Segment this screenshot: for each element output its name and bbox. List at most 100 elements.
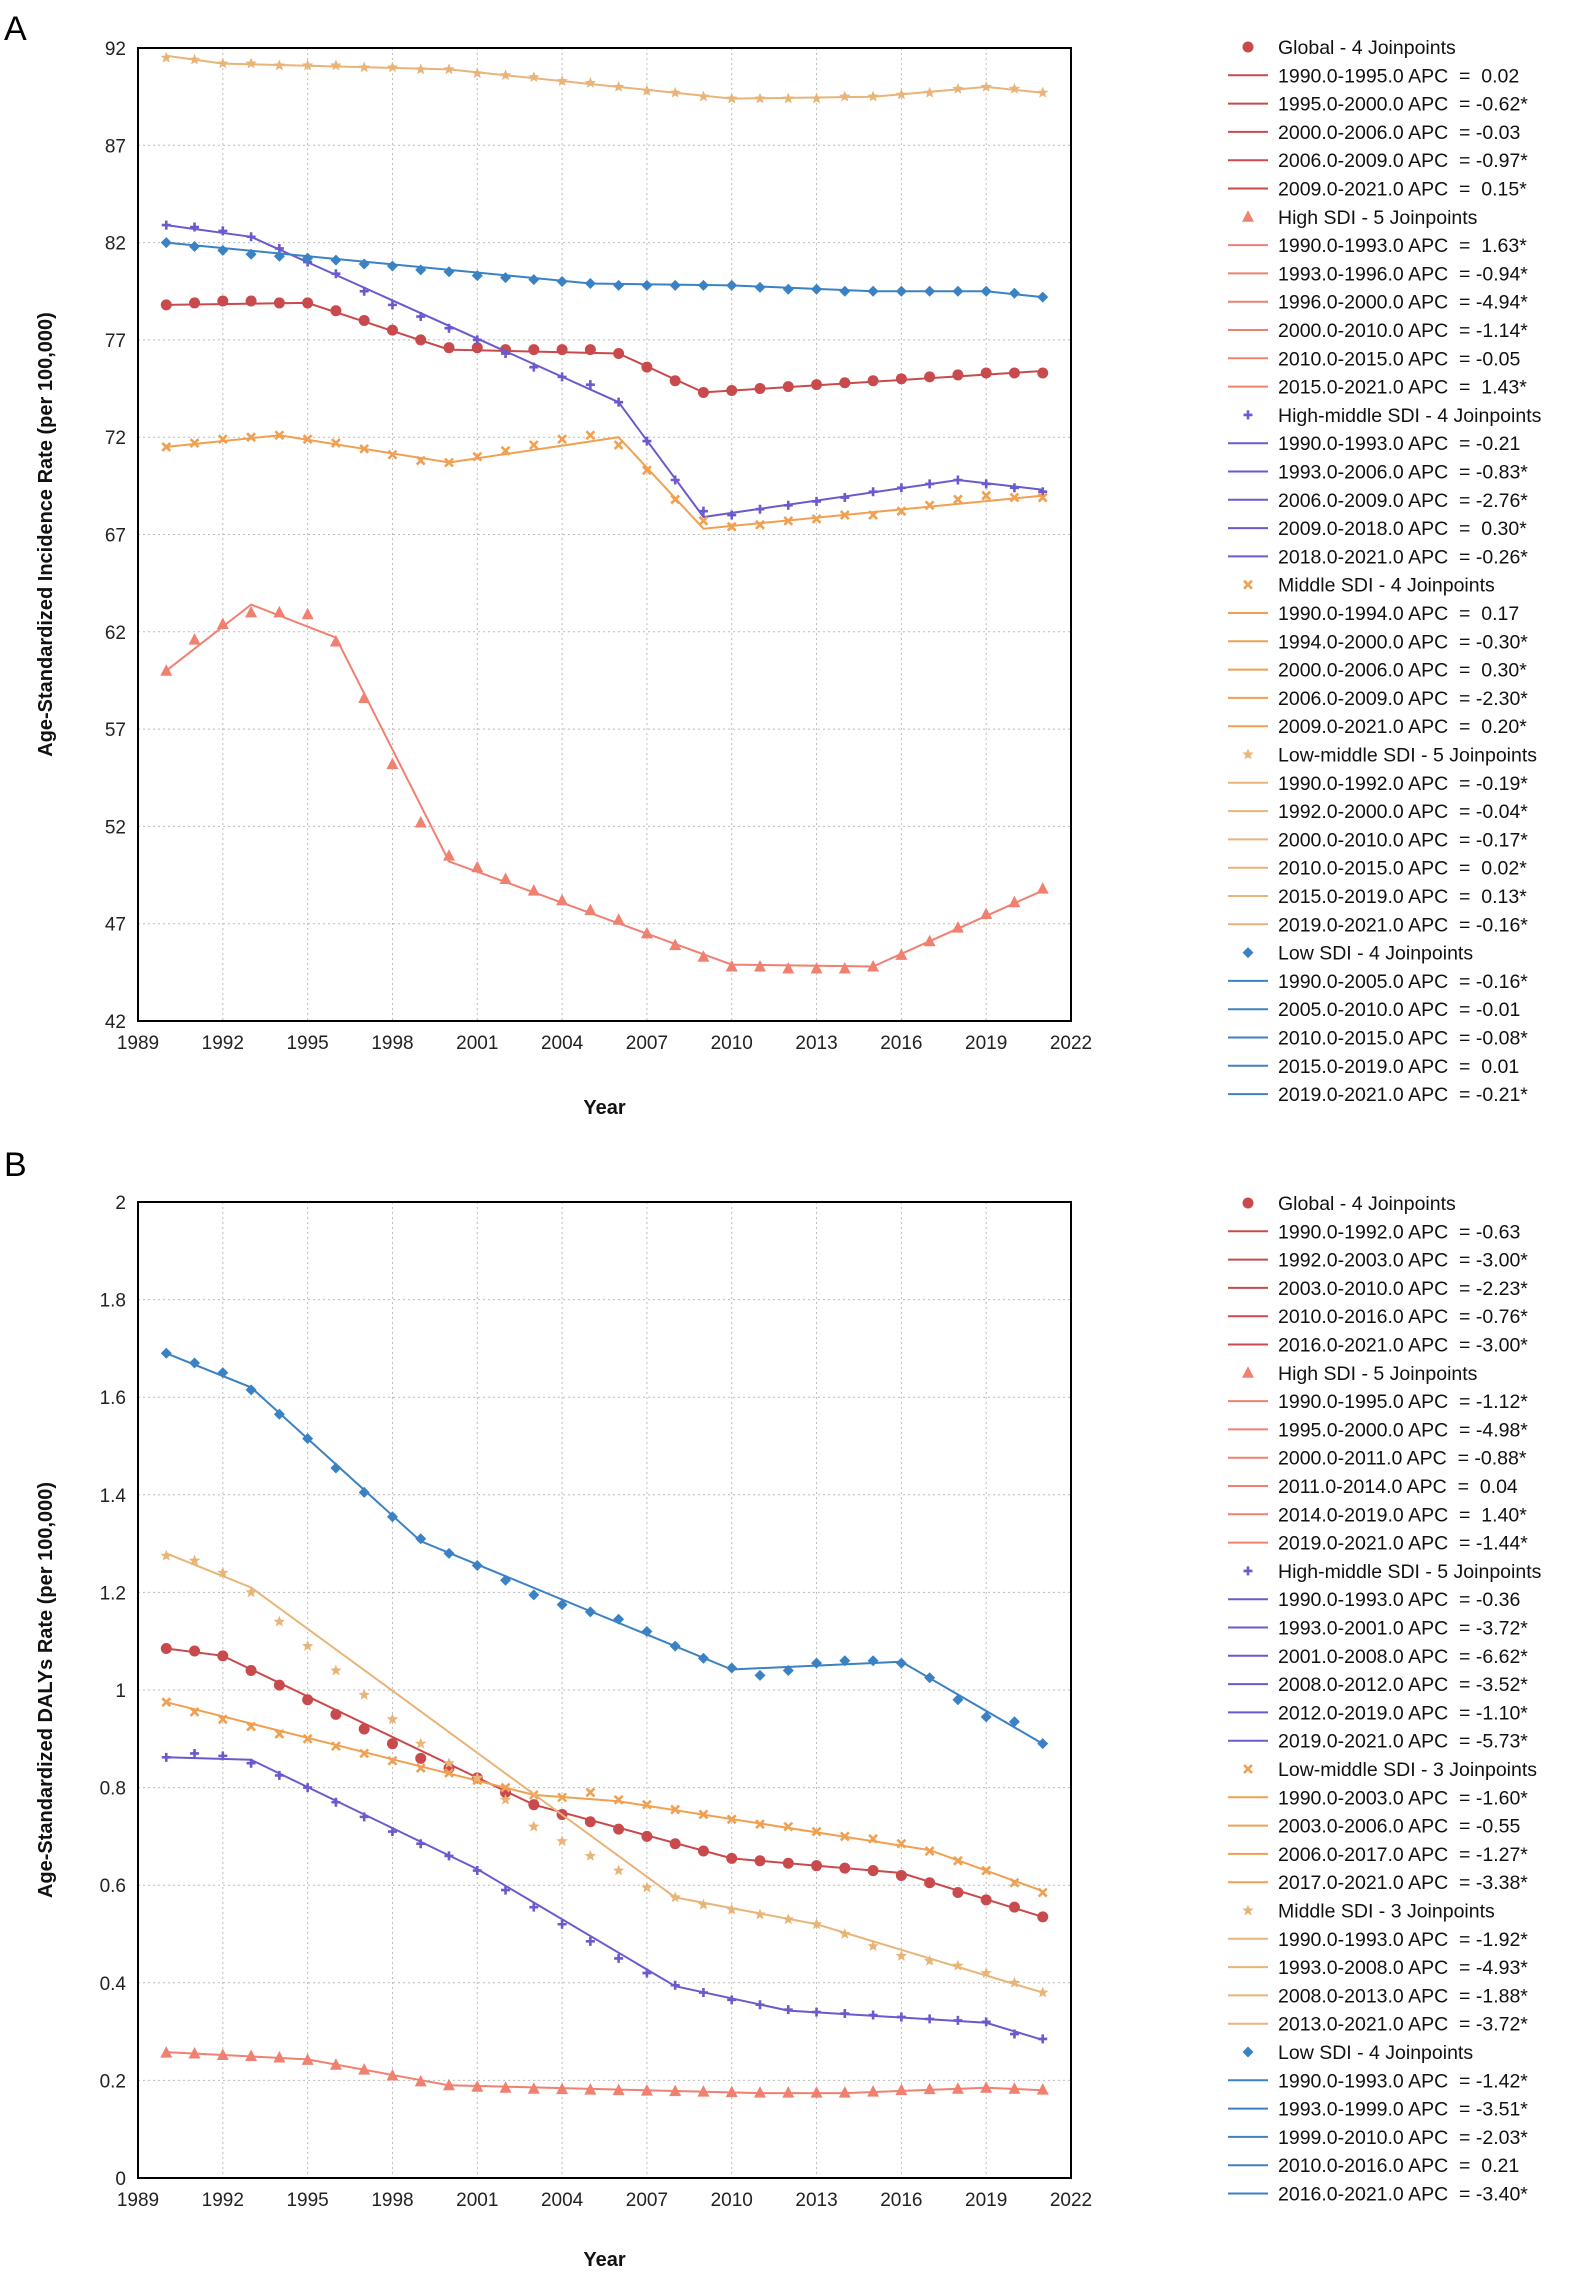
data-point xyxy=(727,1995,737,2005)
legend-segment-apc: 1990.0-2005.0 APC = -0.16* xyxy=(1278,971,1528,993)
data-point xyxy=(358,258,370,270)
data-point xyxy=(415,334,427,346)
data-point xyxy=(216,2048,229,2061)
data-point xyxy=(1009,492,1020,503)
data-point xyxy=(868,510,879,520)
data-point xyxy=(698,1809,709,1820)
data-point xyxy=(246,232,256,242)
data-point xyxy=(754,1855,766,1867)
x-tick-label: 2004 xyxy=(541,1033,584,1054)
data-point xyxy=(726,1814,737,1825)
data-point xyxy=(980,2081,993,2093)
data-point xyxy=(697,279,709,291)
data-point xyxy=(471,67,483,79)
data-point xyxy=(1009,1877,1020,1888)
data-point xyxy=(641,279,653,291)
data-point xyxy=(415,264,427,276)
data-point xyxy=(499,1793,512,1805)
legend-marker xyxy=(1242,1366,1254,1378)
data-point xyxy=(952,1959,964,1971)
data-point xyxy=(895,1949,908,1961)
data-point xyxy=(952,369,964,381)
data-point xyxy=(301,607,314,620)
data-point xyxy=(245,2049,258,2061)
data-point xyxy=(301,1640,314,1651)
data-point xyxy=(895,2083,908,2096)
legend-segment-apc: 2001.0-2008.0 APC = -6.62* xyxy=(1278,1646,1528,1668)
data-point xyxy=(443,1547,455,1559)
data-point xyxy=(980,1967,992,1978)
data-point xyxy=(273,59,286,71)
legend-segment-apc: 1995.0-2000.0 APC = -0.62* xyxy=(1278,94,1528,116)
data-point xyxy=(501,349,511,359)
legend-segment-apc: 1999.0-2010.0 APC = -2.03* xyxy=(1278,2127,1528,2149)
data-point xyxy=(923,934,936,947)
data-point xyxy=(245,1664,257,1676)
data-point xyxy=(500,1782,511,1793)
legend-marker xyxy=(1243,1566,1253,1576)
data-point xyxy=(188,1554,201,1566)
legend-segment-apc: 2012.0-2019.0 APC = -1.10* xyxy=(1278,1702,1528,1724)
x-tick-label: 1998 xyxy=(371,2190,413,2211)
data-point xyxy=(415,455,426,466)
data-point xyxy=(189,297,201,309)
data-point xyxy=(217,1714,228,1725)
data-point xyxy=(980,1711,992,1723)
data-point xyxy=(443,2078,455,2091)
data-point xyxy=(302,1733,313,1744)
data-point xyxy=(386,260,398,272)
data-point xyxy=(387,1755,398,1766)
data-point xyxy=(528,274,540,286)
data-point xyxy=(1037,1738,1049,1750)
legend-series-name: Global - 4 Joinpoints xyxy=(1278,1193,1456,1215)
data-point xyxy=(500,445,511,456)
data-point xyxy=(669,938,682,951)
data-point xyxy=(273,605,286,618)
data-point xyxy=(810,92,823,104)
data-point xyxy=(160,299,172,311)
data-point xyxy=(443,342,455,354)
legend-segment-apc: 2018.0-2021.0 APC = -0.26* xyxy=(1278,546,1528,568)
data-point xyxy=(783,500,793,510)
data-point xyxy=(189,1707,200,1717)
data-point xyxy=(923,1954,936,1966)
data-point xyxy=(443,266,455,278)
data-point xyxy=(924,1877,936,1889)
legend-segment-apc: 1995.0-2000.0 APC = -4.98* xyxy=(1278,1419,1528,1441)
legend-segment-apc: 2006.0-2009.0 APC = -2.30* xyxy=(1278,688,1528,710)
data-point xyxy=(782,283,794,295)
y-tick-label: 47 xyxy=(105,915,126,936)
data-point xyxy=(839,90,851,102)
data-point xyxy=(867,1865,879,1877)
legend-marker xyxy=(1242,41,1254,53)
data-point xyxy=(585,430,596,441)
legend-series-name: Low-middle SDI - 5 Joinpoints xyxy=(1278,745,1537,767)
data-point xyxy=(331,1797,341,1807)
data-point xyxy=(641,84,653,96)
data-point xyxy=(414,816,427,828)
legend-segment-apc: 1992.0-2000.0 APC = -0.04* xyxy=(1278,801,1528,823)
data-point xyxy=(527,2082,540,2094)
data-point xyxy=(472,451,483,462)
data-point xyxy=(528,440,539,450)
data-point xyxy=(358,61,370,73)
data-point xyxy=(416,312,426,322)
data-point xyxy=(754,281,766,293)
data-point xyxy=(1037,86,1049,98)
data-point xyxy=(358,1723,370,1735)
data-point xyxy=(415,63,427,75)
data-point xyxy=(472,335,482,345)
y-tick-label: 0.8 xyxy=(100,1779,126,1800)
series-global xyxy=(160,1643,1049,1923)
legend-segment-apc: 2006.0-2009.0 APC = -0.97* xyxy=(1278,150,1528,172)
data-point xyxy=(868,487,878,497)
data-point xyxy=(952,494,963,505)
x-tick-label: 2019 xyxy=(965,2190,1007,2211)
data-point xyxy=(754,1669,766,1681)
data-point xyxy=(246,1721,257,1732)
legend-segment-apc: 2015.0-2021.0 APC = 1.43* xyxy=(1278,377,1527,399)
legend-segment-apc: 2009.0-2021.0 APC = 0.15* xyxy=(1278,179,1527,201)
data-point xyxy=(471,1560,483,1572)
data-point xyxy=(640,2084,653,2096)
data-point xyxy=(499,2081,512,2093)
